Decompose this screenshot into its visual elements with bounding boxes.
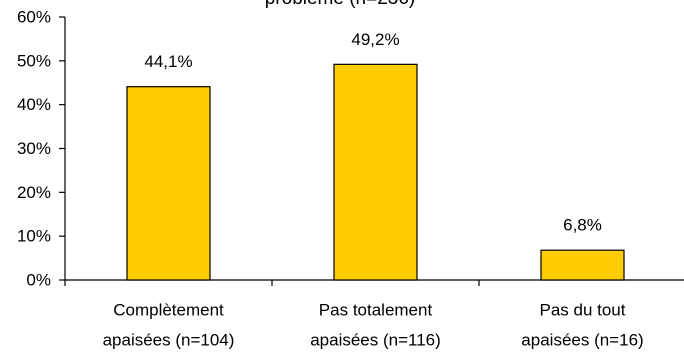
bar-value-label: 6,8% [563, 216, 602, 235]
y-tick-label: 50% [17, 51, 51, 70]
category-label: apaisées (n=104) [103, 331, 235, 350]
y-axis: 0% 10% 20% 30% 40% 50% 60% [17, 8, 66, 290]
bar [540, 249, 625, 281]
x-axis [64, 279, 684, 286]
category-labels: Complètement apaisées (n=104) Pas totaleme… [103, 301, 644, 350]
category-label: Pas du tout [539, 301, 625, 320]
y-tick-label: 0% [26, 271, 51, 290]
chart-title: problème (n=236) [265, 0, 416, 9]
bar [126, 86, 211, 281]
category-label: Complètement [113, 301, 224, 320]
y-tick-label: 30% [17, 139, 51, 158]
y-tick-label: 20% [17, 183, 51, 202]
category-label: Pas totalement [319, 301, 433, 320]
category-label: apaisées (n=116) [310, 331, 441, 350]
bar [333, 63, 418, 281]
y-tick-label: 60% [17, 8, 51, 27]
bar-value-label: 49,2% [351, 30, 399, 49]
category-label: apaisées (n=16) [521, 331, 643, 350]
data-labels: 44,1% 49,2% 6,8% [144, 30, 601, 235]
bars [126, 63, 625, 281]
bar-value-label: 44,1% [144, 52, 192, 71]
y-tick-label: 40% [17, 95, 51, 114]
y-tick-label: 10% [17, 227, 51, 246]
